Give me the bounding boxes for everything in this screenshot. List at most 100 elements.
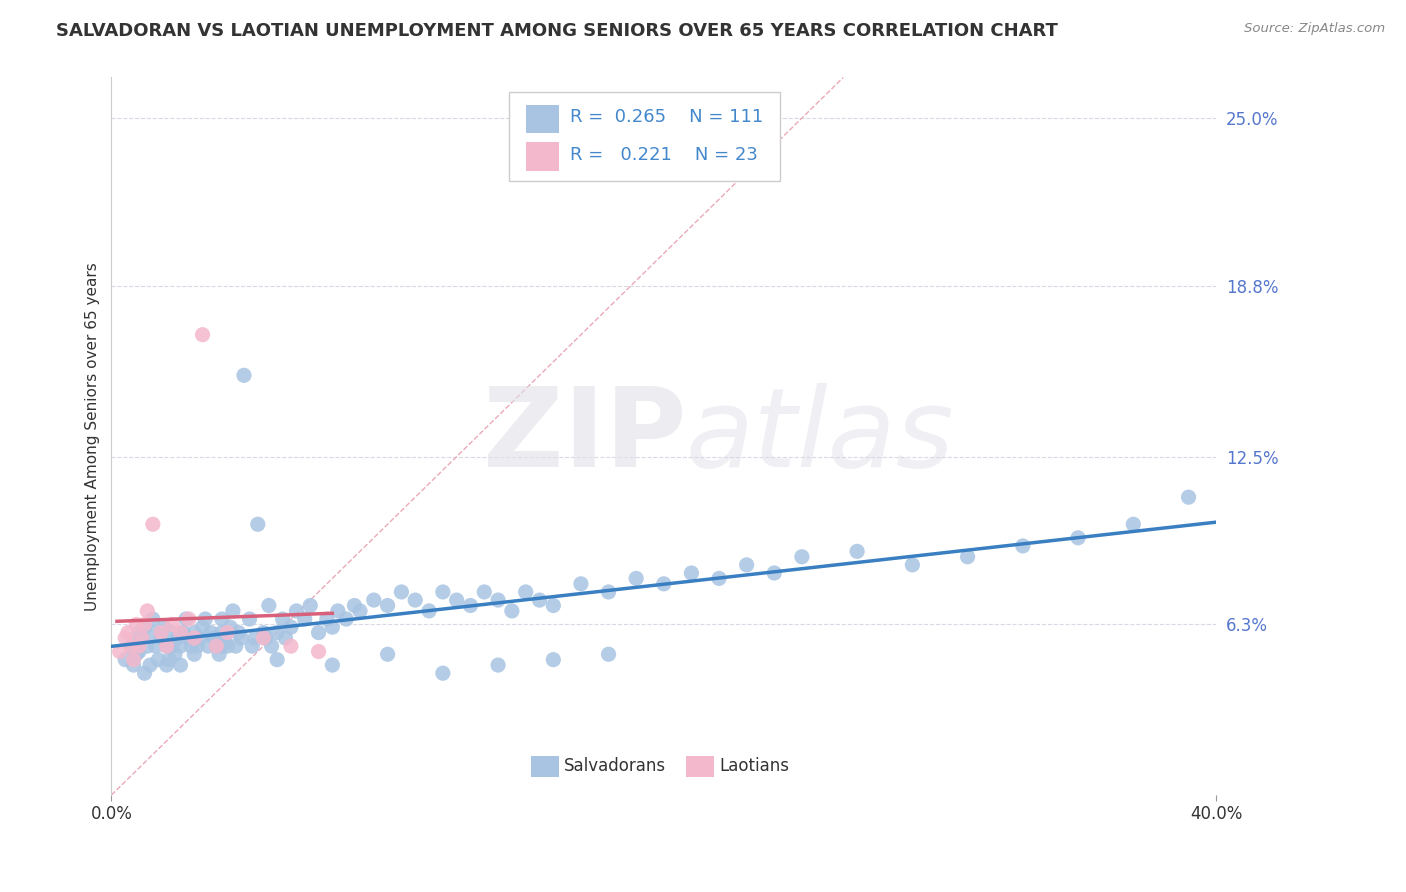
FancyBboxPatch shape	[509, 92, 780, 181]
FancyBboxPatch shape	[526, 104, 558, 134]
Point	[156, 639, 179, 653]
Point	[142, 517, 165, 532]
Point	[160, 639, 183, 653]
Point	[1122, 517, 1144, 532]
Text: SALVADORAN VS LAOTIAN UNEMPLOYMENT AMONG SENIORS OVER 65 YEARS CORRELATION CHART: SALVADORAN VS LAOTIAN UNEMPLOYMENT AMONG…	[56, 22, 1059, 40]
Point	[252, 625, 274, 640]
Point	[205, 639, 228, 653]
Point	[197, 639, 219, 653]
Point	[233, 368, 256, 383]
Y-axis label: Unemployment Among Seniors over 65 years: Unemployment Among Seniors over 65 years	[86, 262, 100, 611]
Point	[108, 644, 131, 658]
Point	[128, 644, 150, 658]
Point	[114, 653, 136, 667]
Point	[131, 631, 153, 645]
Point	[163, 647, 186, 661]
Text: ZIP: ZIP	[482, 383, 686, 490]
Point	[624, 571, 647, 585]
Text: R =   0.221    N = 23: R = 0.221 N = 23	[569, 145, 758, 163]
Point	[681, 566, 703, 580]
Point	[211, 625, 233, 640]
Point	[172, 625, 194, 640]
Point	[377, 599, 399, 613]
Point	[217, 639, 239, 653]
Point	[598, 647, 620, 661]
Point	[280, 639, 302, 653]
Point	[486, 593, 509, 607]
Text: Source: ZipAtlas.com: Source: ZipAtlas.com	[1244, 22, 1385, 36]
Point	[343, 599, 366, 613]
Point	[274, 631, 297, 645]
Point	[735, 558, 758, 572]
Point	[225, 639, 247, 653]
Point	[169, 658, 191, 673]
Point	[846, 544, 869, 558]
Point	[134, 620, 156, 634]
Point	[183, 625, 205, 640]
Point	[191, 327, 214, 342]
Text: atlas: atlas	[686, 383, 955, 490]
Point	[114, 631, 136, 645]
Point	[148, 653, 170, 667]
Point	[460, 599, 482, 613]
Point	[335, 612, 357, 626]
Point	[321, 658, 343, 673]
Point	[145, 639, 167, 653]
Point	[188, 631, 211, 645]
Text: Laotians: Laotians	[718, 757, 789, 775]
Point	[598, 585, 620, 599]
Point	[160, 617, 183, 632]
Point	[177, 631, 200, 645]
Point	[180, 639, 202, 653]
Point	[285, 604, 308, 618]
Point	[1011, 539, 1033, 553]
Point	[125, 647, 148, 661]
Point	[214, 631, 236, 645]
Point	[217, 625, 239, 640]
Point	[252, 631, 274, 645]
Point	[169, 639, 191, 653]
Point	[117, 625, 139, 640]
Point	[128, 625, 150, 640]
Point	[569, 577, 592, 591]
Point	[266, 653, 288, 667]
Point	[308, 625, 330, 640]
Point	[1177, 490, 1199, 504]
Point	[231, 631, 253, 645]
Point	[238, 612, 260, 626]
Point	[150, 631, 173, 645]
Point	[166, 631, 188, 645]
Point	[125, 617, 148, 632]
Point	[122, 653, 145, 667]
Point	[515, 585, 537, 599]
Point	[219, 620, 242, 634]
Point	[707, 571, 730, 585]
Point	[299, 599, 322, 613]
Point	[183, 647, 205, 661]
Point	[294, 612, 316, 626]
Text: R =  0.265    N = 111: R = 0.265 N = 111	[569, 108, 763, 127]
FancyBboxPatch shape	[531, 756, 558, 777]
Point	[120, 639, 142, 653]
Point	[169, 625, 191, 640]
FancyBboxPatch shape	[526, 142, 558, 170]
Point	[326, 604, 349, 618]
Point	[763, 566, 786, 580]
Text: Salvadorans: Salvadorans	[564, 757, 666, 775]
Point	[120, 639, 142, 653]
Point	[257, 599, 280, 613]
Point	[128, 633, 150, 648]
Point	[122, 658, 145, 673]
Point	[418, 604, 440, 618]
Point	[134, 666, 156, 681]
Point	[183, 631, 205, 645]
Point	[446, 593, 468, 607]
Point	[142, 625, 165, 640]
Point	[432, 585, 454, 599]
Point	[404, 593, 426, 607]
Point	[529, 593, 551, 607]
Point	[174, 612, 197, 626]
Point	[128, 639, 150, 653]
Point	[191, 620, 214, 634]
Point	[543, 599, 565, 613]
